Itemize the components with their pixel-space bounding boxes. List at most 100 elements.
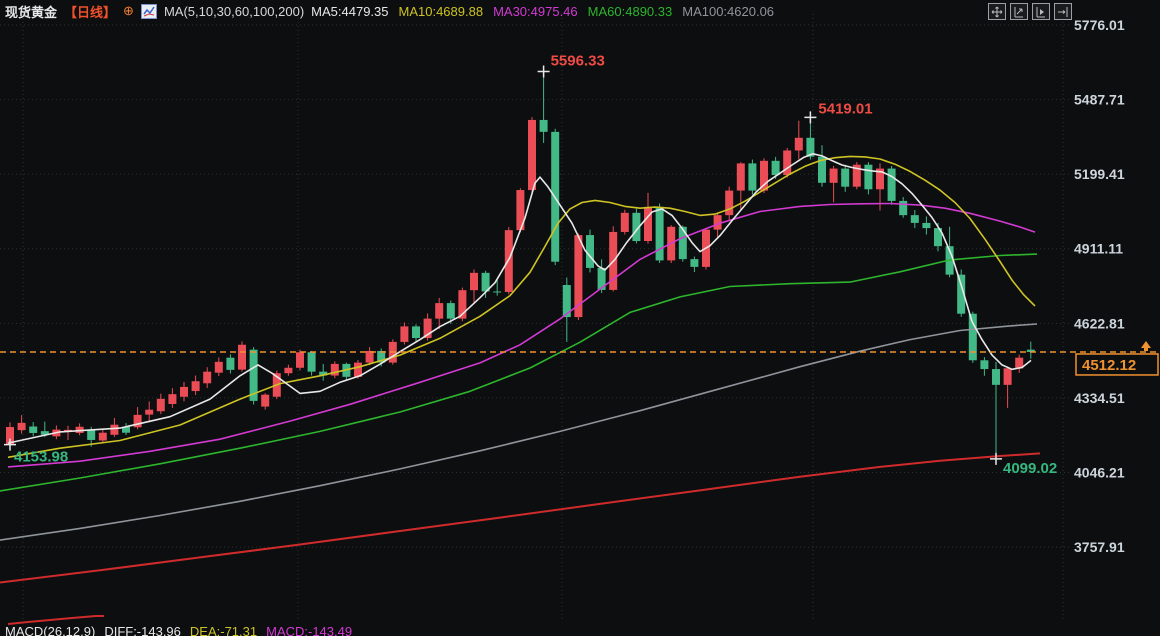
candle-body[interactable] bbox=[539, 119, 548, 132]
candle-body[interactable] bbox=[725, 190, 734, 216]
candle-body[interactable] bbox=[261, 394, 270, 407]
candle-body[interactable] bbox=[191, 381, 200, 392]
indicator-chart-icon[interactable] bbox=[140, 3, 157, 19]
extreme-price-label: 4153.98 bbox=[14, 449, 68, 466]
candle-body[interactable] bbox=[841, 168, 850, 187]
candle-body[interactable] bbox=[98, 432, 107, 441]
candle-body[interactable] bbox=[562, 284, 571, 318]
candle-body[interactable] bbox=[249, 349, 258, 401]
extreme-price-label: 5596.33 bbox=[551, 52, 605, 69]
candle-body[interactable] bbox=[528, 119, 536, 191]
ma-settings-label: MA(5,10,30,60,100,200) bbox=[163, 3, 305, 19]
ma-line-MA30 bbox=[7, 202, 1036, 468]
candle-body[interactable] bbox=[319, 371, 328, 376]
candle-body[interactable] bbox=[922, 222, 931, 229]
candle-body[interactable] bbox=[238, 344, 246, 370]
candle-body[interactable] bbox=[110, 424, 119, 435]
candle-body[interactable] bbox=[586, 235, 594, 268]
fit-chart-icon[interactable] bbox=[1010, 3, 1028, 20]
price-tick-label: 5487.71 bbox=[1074, 92, 1125, 108]
candle-body[interactable] bbox=[678, 226, 687, 260]
candle-body[interactable] bbox=[690, 259, 699, 267]
candle-body[interactable] bbox=[644, 206, 652, 242]
candle-body[interactable] bbox=[852, 164, 861, 187]
candle-body[interactable] bbox=[899, 200, 908, 216]
candle-body[interactable] bbox=[968, 313, 977, 361]
candle-body[interactable] bbox=[296, 352, 304, 368]
candle-body[interactable] bbox=[829, 168, 838, 183]
candle-body[interactable] bbox=[17, 422, 26, 431]
candle-body[interactable] bbox=[818, 156, 826, 183]
candle-body[interactable] bbox=[168, 394, 177, 404]
macd-line-stub bbox=[7, 615, 104, 625]
candle-body[interactable] bbox=[632, 212, 641, 242]
candle-body[interactable] bbox=[29, 426, 38, 433]
candle-body[interactable] bbox=[40, 431, 49, 435]
goto-latest-icon[interactable] bbox=[1054, 3, 1072, 20]
candle-body[interactable] bbox=[504, 230, 513, 292]
candle-body[interactable] bbox=[783, 150, 792, 176]
timeframe-label[interactable]: 【日线】 bbox=[64, 4, 117, 20]
candle-body[interactable] bbox=[910, 215, 919, 223]
candle-body[interactable] bbox=[156, 398, 165, 412]
price-tick-label: 4334.51 bbox=[1074, 390, 1125, 406]
candle-body[interactable] bbox=[620, 212, 629, 232]
candle-body[interactable] bbox=[597, 267, 606, 290]
candle-body[interactable] bbox=[377, 350, 386, 363]
candle-body[interactable] bbox=[330, 363, 339, 376]
pan-move-icon[interactable] bbox=[988, 3, 1006, 20]
macd-macd-value: MACD:-143.49 bbox=[266, 624, 353, 636]
candle-body[interactable] bbox=[226, 357, 235, 370]
candle-body[interactable] bbox=[980, 360, 989, 370]
price-tick-label: 5199.41 bbox=[1074, 166, 1125, 182]
candle-body[interactable] bbox=[992, 369, 1000, 385]
macd-diff-value: DIFF:-143.96 bbox=[104, 624, 181, 636]
scroll-forward-icon[interactable] bbox=[1032, 3, 1050, 20]
ma-line-MA200 bbox=[0, 452, 1041, 584]
candle-body[interactable] bbox=[354, 362, 362, 377]
candle-body[interactable] bbox=[203, 371, 212, 384]
candle-body[interactable] bbox=[1003, 368, 1012, 385]
candle-body[interactable] bbox=[794, 137, 803, 151]
candle-body[interactable] bbox=[145, 409, 154, 415]
candle-body[interactable] bbox=[574, 235, 583, 318]
ma-value-label: MA60:4890.33 bbox=[587, 3, 673, 19]
candle-body[interactable] bbox=[470, 272, 478, 291]
candle-body[interactable] bbox=[423, 318, 432, 339]
candle-body[interactable] bbox=[876, 168, 884, 190]
candle-body[interactable] bbox=[122, 426, 130, 433]
candle-body[interactable] bbox=[214, 361, 223, 373]
candle-body[interactable] bbox=[1026, 349, 1035, 352]
candle-body[interactable] bbox=[736, 163, 745, 191]
candle-body[interactable] bbox=[87, 429, 96, 440]
candle-body[interactable] bbox=[458, 290, 467, 319]
candle-body[interactable] bbox=[412, 326, 420, 339]
compare-add-icon[interactable]: ⊕ bbox=[123, 3, 134, 18]
candle-body[interactable] bbox=[655, 206, 664, 261]
candle-body[interactable] bbox=[493, 291, 502, 293]
candle-body[interactable] bbox=[365, 350, 374, 363]
candle-body[interactable] bbox=[1015, 357, 1024, 369]
candle-body[interactable] bbox=[180, 386, 188, 397]
candle-body[interactable] bbox=[446, 303, 455, 319]
candle-body[interactable] bbox=[435, 303, 444, 319]
candle-body[interactable] bbox=[887, 168, 896, 201]
candle-body[interactable] bbox=[400, 326, 409, 342]
candle-body[interactable] bbox=[748, 163, 757, 191]
candle-body[interactable] bbox=[806, 137, 815, 157]
candle-body[interactable] bbox=[864, 164, 873, 190]
candle-body[interactable] bbox=[481, 272, 490, 292]
extreme-cross-marker bbox=[804, 111, 817, 124]
candle-body[interactable] bbox=[133, 414, 142, 428]
candle-body[interactable] bbox=[957, 274, 966, 314]
candle-body[interactable] bbox=[284, 367, 293, 374]
candle-body[interactable] bbox=[771, 160, 780, 176]
candle-body[interactable] bbox=[516, 190, 525, 231]
candle-body[interactable] bbox=[760, 160, 768, 191]
candle-body[interactable] bbox=[934, 228, 942, 247]
ma-value-label: MA30:4975.46 bbox=[493, 3, 578, 19]
candle-body[interactable] bbox=[307, 352, 316, 372]
candle-body[interactable] bbox=[6, 427, 14, 445]
candle-body[interactable] bbox=[713, 215, 722, 230]
